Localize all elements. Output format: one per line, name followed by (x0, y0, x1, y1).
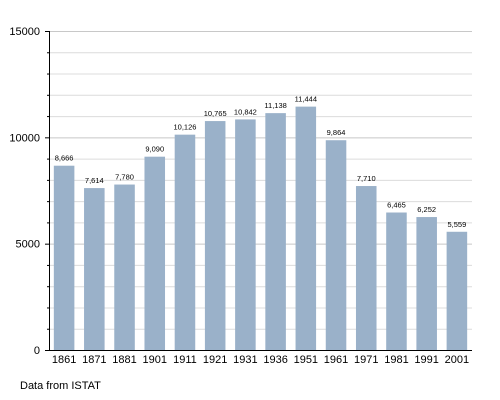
x-tick-label-1861: 1861 (52, 354, 76, 366)
data-label-1931: 10,842 (234, 107, 257, 116)
axes (45, 31, 472, 351)
source-note: Data from ISTAT (20, 380, 101, 392)
data-label-1881: 7,780 (115, 173, 134, 182)
bar-1881 (114, 184, 135, 350)
data-label-2001: 5,559 (448, 220, 467, 229)
data-label-1961: 9,864 (327, 128, 346, 137)
x-tick-label-1921: 1921 (203, 354, 227, 366)
x-tick-label-1961: 1961 (324, 354, 348, 366)
data-label-1971: 7,710 (357, 174, 376, 183)
data-label-1911: 10,126 (173, 123, 196, 132)
labels: 8,666 1861 7,614 1871 7,780 1881 9,090 1901 10,1… (9, 26, 469, 366)
data-label-1951: 11,444 (295, 95, 317, 104)
bar-1931 (235, 119, 256, 350)
bar-1981 (386, 212, 407, 350)
bar-1936 (265, 113, 286, 350)
data-label-1936: 11,138 (264, 101, 286, 110)
x-tick-label-1991: 1991 (414, 354, 438, 366)
x-tick-label-1901: 1901 (143, 354, 167, 366)
bar-1901 (144, 156, 166, 350)
data-label-1981: 6,465 (387, 201, 406, 210)
gridlines (49, 31, 472, 330)
x-tick-label-1881: 1881 (112, 354, 136, 366)
data-label-1861: 8,666 (55, 154, 74, 163)
data-label-1871: 7,614 (85, 176, 104, 185)
x-tick-label-1871: 1871 (82, 354, 106, 366)
x-tick-label-1931: 1931 (233, 354, 257, 366)
y-tick-label-15000: 15000 (9, 26, 40, 38)
x-tick-label-1981: 1981 (384, 354, 408, 366)
x-tick-label-1951: 1951 (294, 354, 318, 366)
bar-2001 (446, 231, 468, 350)
bar-1921 (204, 121, 226, 350)
y-tick-label-10000: 10000 (9, 132, 40, 144)
x-tick-label-1971: 1971 (354, 354, 378, 366)
data-label-1901: 9,090 (145, 145, 164, 154)
data-label-1991: 6,252 (417, 205, 436, 214)
x-tick-label-1911: 1911 (173, 354, 197, 366)
bar-1911 (174, 134, 196, 350)
x-tick-label-2001: 2001 (445, 354, 469, 366)
bar-1861 (53, 165, 75, 350)
bars (53, 106, 468, 350)
bar-1871 (84, 188, 105, 350)
bar-1971 (355, 186, 377, 350)
bar-1961 (325, 140, 347, 350)
bar-1951 (295, 106, 317, 350)
x-tick-label-1936: 1936 (263, 354, 287, 366)
y-tick-label-0: 0 (34, 345, 40, 357)
bar-1991 (416, 217, 437, 350)
y-tick-label-5000: 5000 (16, 239, 40, 251)
data-label-1921: 10,765 (204, 109, 227, 118)
